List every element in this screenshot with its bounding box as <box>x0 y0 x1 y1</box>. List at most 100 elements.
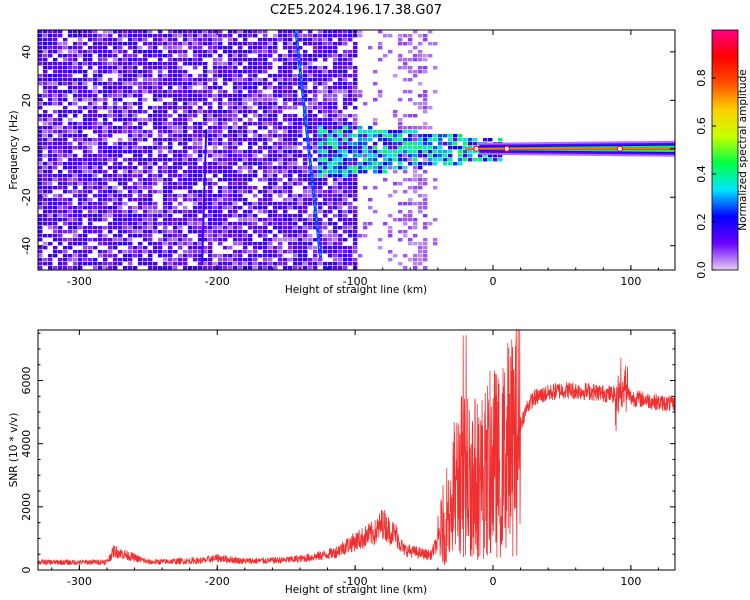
spectrogram-cell <box>218 186 223 190</box>
spectrogram-cell <box>143 118 148 122</box>
spectrogram-cell <box>43 218 48 222</box>
spectrogram-cell <box>413 46 418 50</box>
spectrogram-cell <box>218 142 223 146</box>
spectrogram-cell <box>433 218 438 222</box>
spectrogram-cell <box>268 222 273 226</box>
spectrogram-cell <box>228 58 233 62</box>
spectrogram-cell <box>138 38 143 42</box>
spectrogram-cell <box>153 118 158 122</box>
spectrogram-cell <box>63 206 68 210</box>
spectrogram-cell <box>338 246 343 250</box>
spectrogram-cell <box>178 182 183 186</box>
spectrogram-cell <box>458 154 463 158</box>
spectrogram-cell <box>163 34 168 38</box>
spectrogram-cell <box>258 94 263 98</box>
spectrogram-cell <box>318 134 323 138</box>
spectrogram-cell <box>88 30 93 34</box>
spectrogram-cell <box>398 138 403 142</box>
spectrogram-cell <box>108 238 113 242</box>
spectrogram-cell <box>168 254 173 258</box>
spectrogram-cell <box>93 110 98 114</box>
spectrogram-cell <box>418 82 423 86</box>
spectrogram-cell <box>268 186 273 190</box>
spectrogram-cell <box>118 38 123 42</box>
spectrogram-cell <box>88 222 93 226</box>
spectrogram-cell <box>193 138 198 142</box>
spectrogram-cell <box>463 154 468 158</box>
spectrogram-cell <box>103 154 108 158</box>
spectrogram-cell <box>38 150 43 154</box>
spectrogram-cell <box>48 158 53 162</box>
spectrogram-cell <box>468 150 473 154</box>
spectrogram-cell <box>78 146 83 150</box>
spectrogram-cell <box>328 74 333 78</box>
spectrogram-cell <box>38 202 43 206</box>
spectrogram-cell <box>98 34 103 38</box>
spectrogram-cell <box>413 202 418 206</box>
spectrogram-cell <box>358 146 363 150</box>
spectrogram-cell <box>278 262 283 266</box>
spectrogram-cell <box>383 150 388 154</box>
spectrogram-cell <box>168 170 173 174</box>
spectrogram-cell <box>198 246 203 250</box>
spectrogram-cell <box>38 62 43 66</box>
spectrogram-cell <box>63 38 68 42</box>
spectrogram-cell <box>58 218 63 222</box>
spectrogram-cell <box>193 82 198 86</box>
spectrogram-cell <box>388 154 393 158</box>
spectrogram-cell <box>38 170 43 174</box>
spectrogram-cell <box>278 38 283 42</box>
spectrogram-cell <box>473 142 478 146</box>
spectrogram-cell <box>253 122 258 126</box>
spectrogram-cell <box>143 38 148 42</box>
spectrogram-cell <box>313 146 318 150</box>
spectrogram-cell <box>123 214 128 218</box>
colorbar-ticks: 0.00.20.40.60.8 <box>695 69 716 279</box>
spectrogram-cell <box>288 58 293 62</box>
spectrogram-cell <box>58 202 63 206</box>
spectrogram-cell <box>198 82 203 86</box>
colorbar-frame <box>711 29 739 271</box>
spectrogram-cell <box>338 262 343 266</box>
spectrogram-cell <box>363 102 368 106</box>
spectrogram-cell <box>348 166 353 170</box>
spectrogram-cell <box>188 218 193 222</box>
spectrogram-cell <box>83 126 88 130</box>
spectrogram-cell <box>183 50 188 54</box>
spectrogram-cell <box>118 42 123 46</box>
spectrogram-cell <box>108 174 113 178</box>
spectrogram-cell <box>193 78 198 82</box>
spectrogram-cell <box>413 30 418 34</box>
spectrogram-cell <box>328 134 333 138</box>
spectrogram-cell <box>183 238 188 242</box>
spectrogram-cell <box>213 122 218 126</box>
spectrogram-cell <box>93 86 98 90</box>
spectrogram-cell <box>348 62 353 66</box>
spectrogram-cell <box>98 254 103 258</box>
spectrogram-cell <box>163 222 168 226</box>
spectrogram-cell <box>213 62 218 66</box>
spectrogram-cell <box>143 262 148 266</box>
spectrogram-cell <box>188 42 193 46</box>
spectrogram-cell <box>283 206 288 210</box>
spectrogram-cell <box>268 246 273 250</box>
spectrogram-cell <box>138 226 143 230</box>
spectrogram-cell <box>48 38 53 42</box>
spectrogram-cell <box>273 118 278 122</box>
spectrogram-cell <box>423 134 428 138</box>
spectrogram-cell <box>393 150 398 154</box>
spectrogram-cell <box>53 82 58 86</box>
spectrogram-cell <box>283 46 288 50</box>
spectrogram-cell <box>103 178 108 182</box>
spectrogram-cell <box>88 258 93 262</box>
spectrogram-cell <box>233 50 238 54</box>
spectrogram-cell <box>68 102 73 106</box>
spectrogram-cell <box>288 230 293 234</box>
spectrogram-cell <box>113 178 118 182</box>
spectrogram-cell <box>148 250 153 254</box>
spectrogram-cell <box>223 90 228 94</box>
spectrogram-cell <box>173 170 178 174</box>
spectrogram-cell <box>198 174 203 178</box>
spectrogram-cell <box>323 146 328 150</box>
spectrogram-cell <box>188 190 193 194</box>
